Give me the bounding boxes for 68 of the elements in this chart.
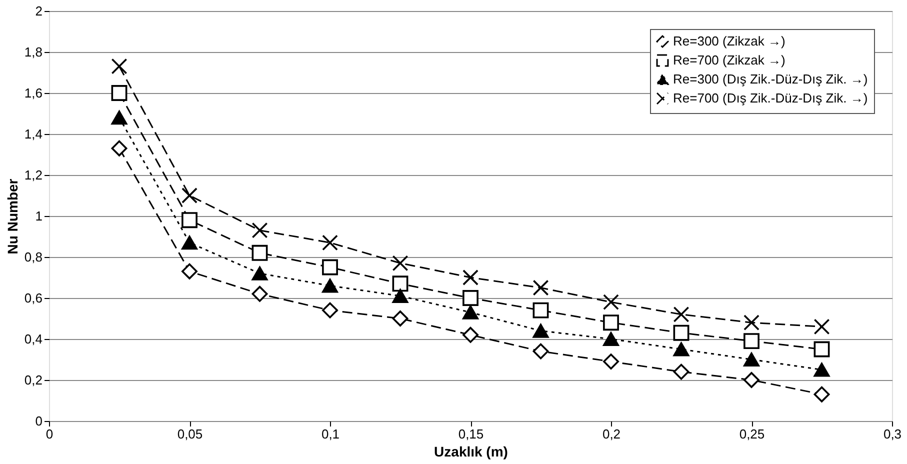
point [814, 386, 830, 402]
point [392, 288, 408, 303]
y-axis-title: Nu Number [4, 178, 20, 254]
y-tick-label: 0,6 [24, 290, 42, 306]
point [462, 290, 478, 306]
point [814, 362, 830, 377]
point [462, 270, 478, 286]
point [182, 212, 198, 228]
x-tick-label: 0,15 [458, 426, 484, 442]
legend-label: Re=700 (Zikzak →) [673, 52, 786, 68]
point [603, 294, 619, 310]
x-tick-label: 0,3 [883, 426, 902, 442]
point [462, 305, 478, 320]
y-tick-label: 1 [35, 208, 42, 224]
point [603, 332, 619, 346]
y-tick-label: 1,4 [24, 126, 42, 142]
y-tick-label: 1,2 [24, 168, 42, 182]
legend-label: Re=700 (Dış Zik.-Düz-Dış Zik. →) [673, 90, 868, 106]
x-tick-label: 0,1 [321, 426, 340, 442]
point [673, 324, 690, 341]
point [111, 58, 128, 74]
y-tick-label: 2 [35, 4, 42, 18]
y-tick-label: 1,8 [24, 44, 42, 60]
point [111, 85, 128, 101]
point [252, 286, 268, 302]
point [744, 333, 760, 350]
point [322, 259, 338, 276]
y-tick-label: 0,8 [24, 250, 42, 264]
point [532, 324, 549, 338]
y-tick-label: 0,2 [24, 372, 42, 388]
y-tick-label: 0,4 [24, 332, 42, 346]
point [744, 352, 760, 367]
point [603, 354, 619, 370]
point [182, 188, 198, 204]
point [532, 343, 549, 360]
point [322, 234, 338, 251]
x-tick-label: 0,05 [177, 426, 203, 442]
point [603, 314, 619, 331]
point [252, 244, 268, 261]
y-tick-label: 0 [35, 414, 42, 428]
point [673, 364, 690, 380]
point [182, 263, 198, 280]
point [744, 372, 760, 388]
point [252, 222, 268, 238]
point [673, 342, 690, 356]
x-tick-label: 0,25 [739, 426, 765, 442]
point [322, 302, 338, 318]
legend-label: Re=300 (Zikzak →) [673, 34, 786, 48]
x-axis-title: Uzaklık (m) [434, 444, 508, 460]
point [532, 302, 549, 318]
point [392, 310, 408, 326]
point [673, 306, 690, 322]
point [744, 314, 760, 331]
point [814, 318, 830, 335]
point [392, 255, 408, 272]
x-tick-label: 0 [46, 426, 54, 442]
point [182, 236, 198, 250]
point [111, 110, 128, 125]
point [392, 276, 408, 292]
point [814, 341, 830, 358]
point [111, 140, 128, 156]
legend-label: Re=300 (Dış Zik.-Düz-Dış Zik. →) [673, 72, 868, 86]
y-tick-label: 1,6 [24, 86, 42, 100]
point [252, 266, 268, 280]
point [462, 326, 478, 343]
x-tick-label: 0,2 [602, 426, 621, 442]
point [532, 280, 549, 296]
point [322, 278, 338, 293]
